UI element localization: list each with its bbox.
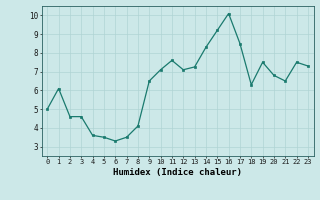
X-axis label: Humidex (Indice chaleur): Humidex (Indice chaleur) [113, 168, 242, 177]
